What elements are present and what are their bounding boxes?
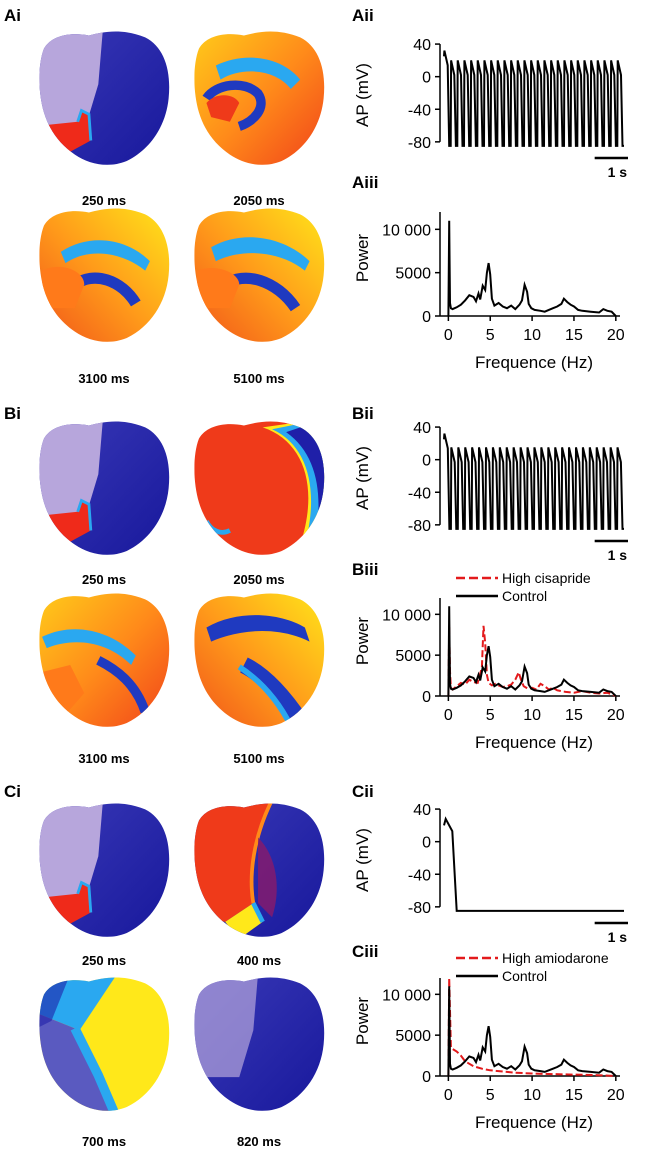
y-tick-label: 5000 — [395, 266, 431, 283]
control-series-line — [447, 606, 617, 697]
panel-label-bii: Bii — [352, 404, 374, 423]
drug-series-line — [447, 977, 616, 1077]
legend-label-control: Control — [502, 968, 547, 984]
y-tick-label: 40 — [413, 802, 431, 819]
activation-map-b-3100 — [39, 593, 170, 727]
y-axis-label: Power — [353, 617, 372, 666]
x-tick-label: 15 — [565, 1087, 583, 1104]
y-axis-label: AP (mV) — [353, 63, 372, 127]
x-tick-label: 15 — [565, 707, 583, 724]
y-tick-label: 0 — [422, 453, 431, 470]
power-spectrum-chart-aiii: 0 5000 10 000 0 5 10 15 20 Power Frequence (Hz) — [353, 212, 625, 372]
time-label-c1: 250 ms — [81, 953, 127, 968]
time-label-a2: 2050 ms — [233, 193, 285, 208]
activation-map-b-2050 — [194, 421, 325, 555]
x-tick-label: 0 — [444, 707, 453, 724]
panel-label-cii: Cii — [352, 782, 374, 801]
panel-label-ai: Ai — [4, 6, 21, 25]
ap-trace-line — [443, 50, 624, 147]
scale-bar-label: 1 s — [608, 929, 628, 945]
x-tick-label: 15 — [565, 327, 583, 344]
panel-label-ciii: Ciii — [352, 942, 379, 961]
scale-bar-label: 1 s — [608, 164, 628, 180]
y-tick-label: 40 — [413, 420, 431, 437]
y-tick-label: 10 000 — [382, 987, 431, 1004]
x-axis-label: Frequence (Hz) — [475, 1113, 593, 1132]
legend-label-control: Control — [502, 588, 547, 604]
x-tick-label: 20 — [607, 1087, 625, 1104]
time-label-b1: 250 ms — [81, 572, 127, 587]
x-tick-label: 10 — [523, 1087, 541, 1104]
y-tick-label: 0 — [422, 689, 431, 706]
y-tick-label: 40 — [413, 37, 431, 54]
y-tick-label: 5000 — [395, 648, 431, 665]
ap-trace-chart-aii: 40 0 -40 -80 AP (mV) 1 s — [353, 37, 628, 180]
power-spectrum-chart-biii: 0 5000 10 000 0 5 10 15 20 Power Frequence (Hz) Hi… — [353, 570, 625, 752]
activation-map-c-250 — [39, 803, 170, 937]
y-tick-label: -40 — [408, 102, 431, 119]
activation-map-b-5100 — [194, 593, 325, 727]
panel-label-ci: Ci — [4, 782, 21, 801]
y-tick-label: -80 — [408, 900, 431, 917]
x-tick-label: 5 — [486, 1087, 495, 1104]
y-tick-label: 10 000 — [382, 607, 431, 624]
x-tick-label: 20 — [607, 327, 625, 344]
time-label-c4: 820 ms — [236, 1134, 282, 1149]
y-axis-label: Power — [353, 997, 372, 1046]
x-axis-label: Frequence (Hz) — [475, 733, 593, 752]
x-tick-label: 10 — [523, 707, 541, 724]
y-tick-label: 10 000 — [382, 222, 431, 239]
time-label-c3: 700 ms — [81, 1134, 127, 1149]
y-tick-label: 0 — [422, 1069, 431, 1086]
time-label-b2: 2050 ms — [233, 572, 285, 587]
legend-label-drug: High amiodarone — [502, 950, 609, 966]
panel-label-biii: Biii — [352, 560, 379, 579]
time-label-c2: 400 ms — [236, 953, 282, 968]
activation-map-a-250 — [39, 31, 170, 165]
y-tick-label: 0 — [422, 835, 431, 852]
y-tick-label: 0 — [422, 70, 431, 87]
control-series-line — [447, 986, 617, 1077]
x-tick-label: 10 — [523, 327, 541, 344]
y-axis-label: Power — [353, 234, 372, 283]
x-tick-label: 20 — [607, 707, 625, 724]
panel-label-aiii: Aiii — [352, 173, 379, 192]
time-label-a1: 250 ms — [81, 193, 127, 208]
drug-series-line — [447, 625, 617, 697]
x-tick-label: 0 — [444, 327, 453, 344]
activation-map-a-2050 — [194, 31, 325, 165]
legend-label-drug: High cisapride — [502, 570, 591, 586]
y-tick-label: -40 — [408, 485, 431, 502]
y-axis-label: AP (mV) — [353, 446, 372, 510]
y-tick-label: -80 — [408, 518, 431, 535]
y-tick-label: -40 — [408, 867, 431, 884]
y-tick-label: -80 — [408, 135, 431, 152]
time-label-a3: 3100 ms — [78, 371, 130, 386]
ap-trace-line — [443, 433, 624, 530]
ap-trace-line — [443, 816, 624, 912]
panel-label-aii: Aii — [352, 6, 374, 25]
y-tick-label: 5000 — [395, 1028, 431, 1045]
activation-map-a-5100 — [194, 208, 325, 342]
power-spectrum-chart-ciii: 0 5000 10 000 0 5 10 15 20 Power Frequence (Hz) Hi… — [353, 950, 625, 1132]
y-tick-label: 0 — [422, 309, 431, 326]
x-tick-label: 0 — [444, 1087, 453, 1104]
time-label-b4: 5100 ms — [233, 751, 285, 766]
ap-trace-chart-cii: 40 0 -40 -80 AP (mV) 1 s — [353, 802, 628, 945]
scale-bar-label: 1 s — [608, 547, 628, 563]
activation-map-c-400 — [194, 803, 325, 937]
y-axis-label: AP (mV) — [353, 828, 372, 892]
x-axis-label: Frequence (Hz) — [475, 353, 593, 372]
activation-map-a-3100 — [39, 208, 170, 342]
panel-label-bi: Bi — [4, 404, 21, 423]
ap-trace-chart-bii: 40 0 -40 -80 AP (mV) 1 s — [353, 420, 628, 563]
x-tick-label: 5 — [486, 707, 495, 724]
time-label-a4: 5100 ms — [233, 371, 285, 386]
time-label-b3: 3100 ms — [78, 751, 130, 766]
control-series-line — [447, 220, 617, 317]
activation-map-b-250 — [39, 421, 170, 555]
x-tick-label: 5 — [486, 327, 495, 344]
activation-map-c-820 — [194, 977, 325, 1111]
activation-map-c-700 — [39, 977, 170, 1111]
